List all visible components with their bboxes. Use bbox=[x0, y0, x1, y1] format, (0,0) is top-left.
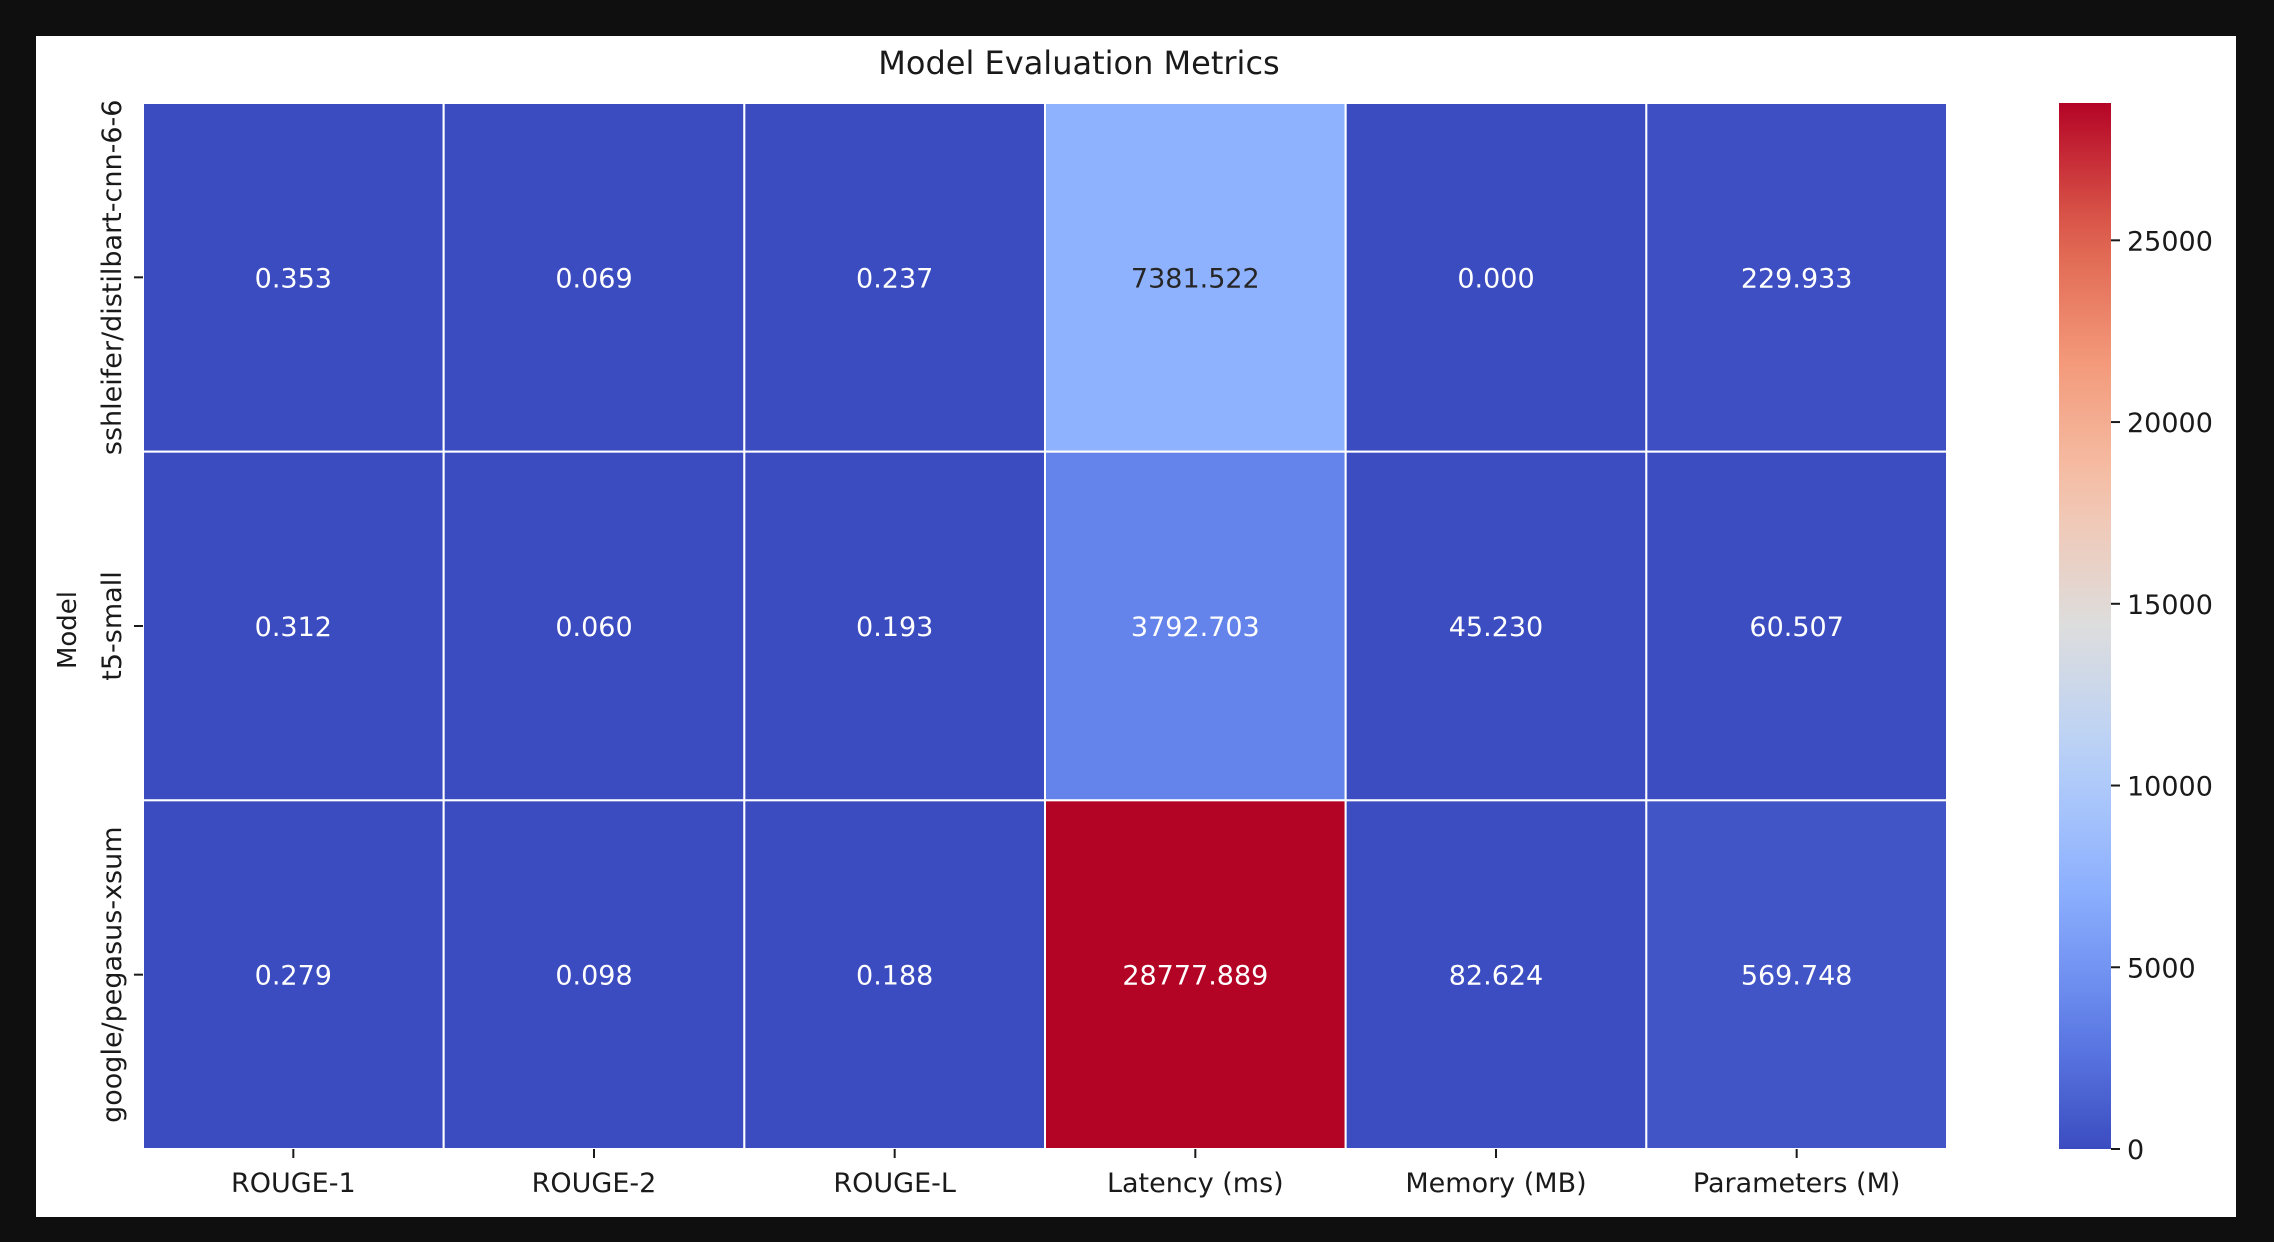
heatmap-chart: Model Evaluation Metrics 0.353 0.069 0.237… bbox=[53, 44, 2213, 1199]
cell-value-label: 45.230 bbox=[1449, 612, 1543, 643]
cell-value-label: 0.060 bbox=[555, 612, 632, 643]
heatmap-cells bbox=[142, 102, 1949, 1150]
heatmap-cell bbox=[743, 102, 1046, 453]
cell-value-label: 0.237 bbox=[856, 263, 933, 294]
x-axis: ROUGE-1 ROUGE-2 ROUGE-L Latency (ms) Memory … bbox=[231, 1149, 1900, 1199]
heatmap-cell-labels: 0.353 0.069 0.237 7381.522 0.000 229.933 0.312… bbox=[255, 263, 1853, 991]
cell-value-label: 569.748 bbox=[1741, 961, 1853, 992]
cell-value-label: 82.624 bbox=[1449, 961, 1543, 992]
colorbar-tick-label: 20000 bbox=[2127, 408, 2213, 439]
cell-value-label: 0.312 bbox=[255, 612, 332, 643]
cell-value-label: 7381.522 bbox=[1131, 263, 1260, 294]
heatmap-cell bbox=[1044, 102, 1347, 453]
chart-title: Model Evaluation Metrics bbox=[878, 44, 1279, 82]
heatmap-cell bbox=[743, 799, 1046, 1150]
cell-value-label: 229.933 bbox=[1741, 263, 1853, 294]
heatmap-cell bbox=[442, 799, 746, 1150]
x-tick-label: Latency (ms) bbox=[1107, 1168, 1284, 1199]
colorbar: 0 5000 10000 15000 20000 25000 bbox=[2059, 103, 2213, 1166]
cell-value-label: 28777.889 bbox=[1122, 961, 1268, 992]
colorbar-tick-label: 25000 bbox=[2127, 226, 2213, 257]
cell-value-label: 0.000 bbox=[1457, 263, 1534, 294]
colorbar-tick-label: 15000 bbox=[2127, 590, 2213, 621]
heatmap-cell bbox=[1044, 450, 1347, 802]
heatmap-cell bbox=[1645, 102, 1949, 453]
colorbar-tick-label: 5000 bbox=[2127, 953, 2196, 984]
cell-value-label: 3792.703 bbox=[1131, 612, 1260, 643]
colorbar-tick-label: 10000 bbox=[2127, 772, 2213, 803]
cell-value-label: 0.098 bbox=[555, 961, 632, 992]
heatmap-cell bbox=[142, 102, 445, 453]
cell-value-label: 0.188 bbox=[856, 961, 933, 992]
x-tick-label: Memory (MB) bbox=[1405, 1168, 1586, 1199]
heatmap-cell bbox=[142, 450, 445, 802]
x-tick-label: ROUGE-1 bbox=[231, 1168, 356, 1199]
figure-frame: Model Evaluation Metrics 0.353 0.069 0.237… bbox=[36, 36, 2236, 1217]
y-tick-label: sshleifer/distilbart-cnn-6-6 bbox=[97, 100, 128, 456]
cell-value-label: 0.353 bbox=[255, 263, 332, 294]
heatmap-cell bbox=[1044, 799, 1347, 1150]
y-tick-label: t5-small bbox=[97, 571, 128, 680]
y-axis: sshleifer/distilbart-cnn-6-6 t5-small goog… bbox=[97, 100, 143, 1123]
heatmap-cell bbox=[1645, 799, 1949, 1150]
x-tick-label: ROUGE-L bbox=[833, 1168, 956, 1199]
colorbar-tick-label: 0 bbox=[2127, 1135, 2144, 1166]
cell-value-label: 0.279 bbox=[255, 961, 332, 992]
x-tick-label: ROUGE-2 bbox=[532, 1168, 657, 1199]
heatmap-cell bbox=[442, 102, 746, 453]
heatmap-cell bbox=[1344, 799, 1648, 1150]
cell-value-label: 60.507 bbox=[1749, 612, 1843, 643]
colorbar-gradient bbox=[2059, 103, 2111, 1149]
heatmap-cell bbox=[142, 799, 445, 1150]
heatmap-cell bbox=[1344, 102, 1648, 453]
heatmap-cell bbox=[442, 450, 746, 802]
cell-value-label: 0.193 bbox=[856, 612, 933, 643]
heatmap-cell bbox=[1645, 450, 1949, 802]
x-tick-label: Parameters (M) bbox=[1693, 1168, 1900, 1199]
y-axis-title: Model bbox=[53, 591, 83, 669]
cell-value-label: 0.069 bbox=[555, 263, 632, 294]
y-tick-label: google/pegasus-xsum bbox=[97, 826, 128, 1122]
